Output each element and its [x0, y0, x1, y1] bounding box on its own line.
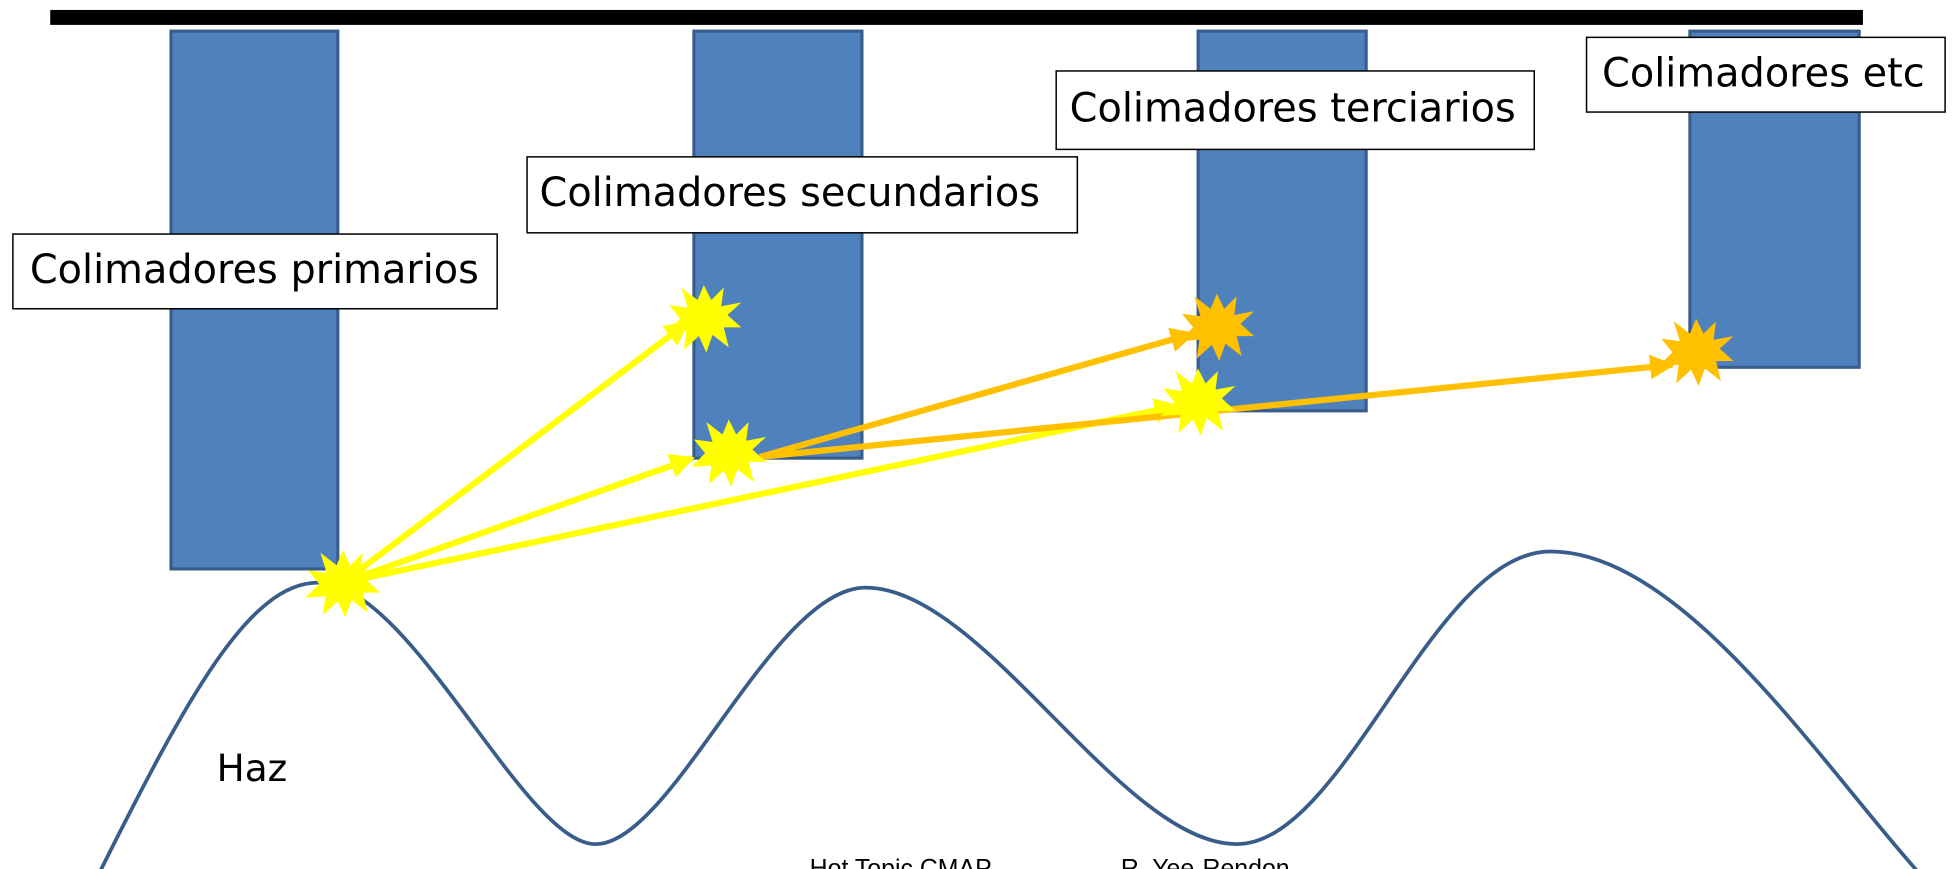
footer-topic: Hot Topic CMAP — [810, 854, 992, 869]
diagram: Colimadores primarios Colimadores secund… — [0, 0, 1953, 869]
beam-label: Haz — [217, 746, 288, 790]
top-bar — [50, 10, 1863, 25]
label: Colimadores primarios — [30, 247, 479, 293]
label: Colimadores secundarios — [540, 170, 1040, 216]
footer-author: R. Yee-Rendon — [1121, 854, 1290, 869]
label: Colimadores terciarios — [1070, 85, 1516, 131]
page: {"labels": {"primary": "Colimadores prim… — [0, 0, 1953, 869]
label: Colimadores etc — [1602, 50, 1925, 96]
arrows — [343, 322, 1673, 582]
beam-wave — [100, 552, 1918, 869]
secondary-collimator — [694, 31, 862, 458]
